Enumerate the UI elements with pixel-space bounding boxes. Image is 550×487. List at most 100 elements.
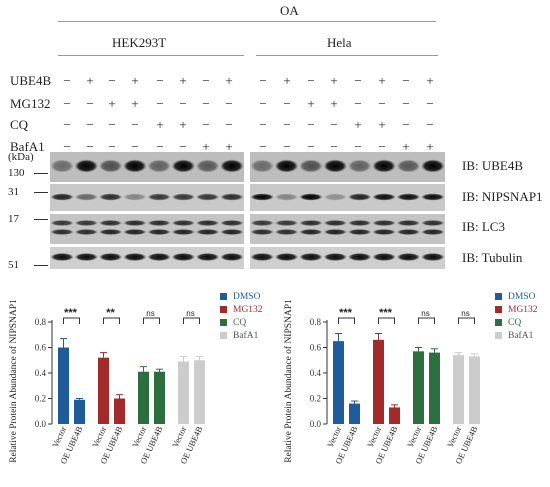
- treatment-symbol: −: [86, 96, 94, 111]
- treatment-label-bafa1: BafA1: [10, 139, 45, 154]
- significance-bracket: [103, 317, 120, 324]
- blot-band: [147, 253, 171, 261]
- cell-line-label-hek293t: HEK293T: [112, 35, 167, 50]
- cell-line-line-hek293t: [58, 55, 244, 56]
- bar: [98, 357, 109, 424]
- treatment-symbol: −: [354, 96, 362, 111]
- legend-swatch: [220, 293, 227, 300]
- blot-band: [421, 229, 445, 235]
- blot-band: [250, 159, 274, 173]
- blot-band: [220, 159, 244, 173]
- treatment-symbol: −: [202, 73, 210, 88]
- treatment-symbol: +: [330, 73, 338, 88]
- treatment-symbol: +: [378, 73, 386, 88]
- blot-band: [171, 253, 196, 261]
- significance-bracket: [458, 317, 475, 324]
- treatment-symbol: −: [259, 73, 267, 88]
- bar: [373, 339, 384, 424]
- blot-band: [347, 220, 372, 226]
- blot-band: [123, 253, 147, 261]
- treatment-symbol: +: [179, 117, 187, 132]
- treatment-symbol: −: [259, 139, 267, 154]
- blot-band: [98, 193, 123, 201]
- blot-band: [372, 220, 396, 226]
- treatment-label-ube4b: UBE4B: [10, 73, 52, 88]
- legend-swatch: [495, 319, 502, 326]
- treatment-label-mg132: MG132: [10, 96, 51, 111]
- treatment-label-cq: CQ: [10, 117, 29, 132]
- oa-header: OA: [280, 3, 299, 18]
- ib-label-tubulin: IB: Tubulin: [462, 250, 523, 265]
- blot-band: [323, 253, 348, 261]
- treatment-symbol: −: [108, 73, 116, 88]
- blot-band: [299, 193, 323, 201]
- blot-band: [396, 229, 421, 235]
- blot-band: [250, 193, 274, 201]
- significance-label: ***: [379, 307, 393, 319]
- blot-band: [50, 253, 74, 261]
- mw-marker-51: 51: [8, 259, 19, 271]
- blot-band: [123, 159, 147, 173]
- treatment-symbol: −: [426, 117, 434, 132]
- blot-band: [323, 229, 348, 235]
- bar-chart-hek293t: Relative Protein Abundance of NIPSNAP1 0.…: [0, 282, 275, 482]
- treatment-symbol: +: [108, 96, 116, 111]
- treatment-symbol: +: [225, 139, 233, 154]
- blot-band: [299, 229, 323, 235]
- bar: [333, 341, 344, 424]
- bar: [58, 347, 69, 424]
- legend-label: BafA1: [508, 330, 534, 341]
- blot-band: [299, 159, 323, 173]
- treatment-symbol: +: [402, 139, 410, 154]
- legend-label: DMSO: [508, 292, 536, 302]
- bar-chart-hela-svg: Relative Protein Abundance of NIPSNAP1 0.…: [283, 292, 538, 465]
- treatment-symbol: +: [202, 139, 210, 154]
- blot-band: [98, 253, 123, 261]
- significance-bracket: [378, 317, 395, 324]
- y-tick-label: 0.2: [35, 394, 46, 404]
- significance-label: ***: [339, 307, 353, 319]
- blot-band: [98, 159, 123, 173]
- bar: [469, 356, 480, 424]
- treatment-symbol: −: [86, 117, 94, 132]
- significance-bracket: [418, 317, 435, 324]
- blot-band: [421, 193, 445, 201]
- blot-band: [421, 159, 445, 173]
- blot-band: [171, 193, 196, 201]
- treatment-symbol: +: [131, 73, 139, 88]
- blot-band: [299, 253, 323, 261]
- bar: [453, 355, 464, 424]
- blot-band: [421, 220, 445, 226]
- blot-band: [372, 159, 396, 173]
- blot-band: [347, 193, 372, 201]
- treatment-symbol: −: [202, 96, 210, 111]
- treatment-symbol: −: [179, 139, 187, 154]
- treatment-symbol: +: [307, 96, 315, 111]
- treatment-symbol: +: [86, 73, 94, 88]
- blot-band: [250, 253, 274, 261]
- treatment-symbol: −: [307, 139, 315, 154]
- mw-tick-17: [34, 219, 48, 220]
- treatment-symbol: −: [378, 96, 386, 111]
- legend-label: DMSO: [233, 292, 261, 302]
- blot-band: [147, 193, 171, 201]
- treatment-symbol: +: [426, 139, 434, 154]
- ib-label-ube4b: IB: UBE4B: [462, 158, 524, 173]
- treatment-symbol: −: [156, 139, 164, 154]
- legend-label: BafA1: [233, 330, 259, 341]
- legend-label: MG132: [508, 305, 538, 315]
- blot-strip: [250, 247, 445, 269]
- blot-band: [74, 193, 99, 201]
- blot-band: [396, 253, 421, 261]
- treatment-symbol: −: [283, 117, 291, 132]
- blot-band: [50, 159, 74, 173]
- blot-band: [372, 229, 396, 235]
- treatment-symbol: −: [225, 96, 233, 111]
- bar: [429, 352, 440, 424]
- treatment-symbol: +: [378, 117, 386, 132]
- blot-band: [372, 253, 396, 261]
- mw-marker-130: 130: [8, 167, 25, 179]
- treatment-symbol: −: [131, 117, 139, 132]
- blot-band: [50, 193, 74, 201]
- y-tick-label: 0.8: [310, 317, 322, 327]
